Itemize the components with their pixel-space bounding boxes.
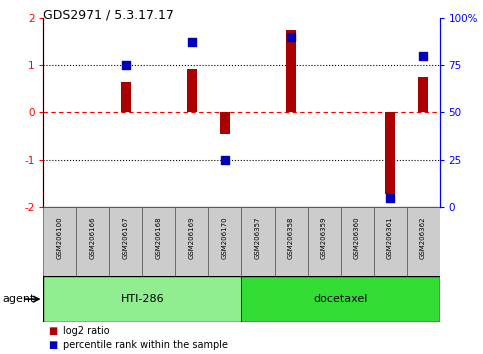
- Point: [287, 34, 295, 40]
- Point: [188, 40, 196, 45]
- Bar: [110, 207, 142, 276]
- Bar: [407, 207, 440, 276]
- Bar: [308, 207, 341, 276]
- Point: [386, 195, 394, 200]
- Text: ■: ■: [48, 326, 57, 336]
- Text: GSM206170: GSM206170: [222, 217, 228, 259]
- Text: GSM206357: GSM206357: [255, 217, 261, 259]
- Text: GDS2971 / 5.3.17.17: GDS2971 / 5.3.17.17: [43, 9, 174, 22]
- Bar: [43, 276, 242, 322]
- Bar: [43, 207, 76, 276]
- Text: GSM206168: GSM206168: [156, 217, 162, 259]
- Text: log2 ratio: log2 ratio: [63, 326, 110, 336]
- Bar: [385, 113, 395, 194]
- Bar: [274, 207, 308, 276]
- Text: GSM206362: GSM206362: [420, 217, 426, 259]
- Bar: [175, 207, 209, 276]
- Text: GSM206361: GSM206361: [387, 217, 393, 259]
- Text: docetaxel: docetaxel: [313, 294, 368, 304]
- Text: GSM206358: GSM206358: [288, 217, 294, 259]
- Bar: [76, 207, 110, 276]
- Text: GSM206166: GSM206166: [90, 217, 96, 259]
- Bar: [418, 77, 428, 113]
- Text: HTI-286: HTI-286: [121, 294, 164, 304]
- Text: GSM206360: GSM206360: [354, 217, 360, 259]
- Point: [221, 157, 229, 162]
- Bar: [121, 82, 131, 113]
- Point: [419, 53, 427, 58]
- Bar: [242, 207, 274, 276]
- Bar: [286, 29, 296, 113]
- Bar: [242, 276, 440, 322]
- Text: percentile rank within the sample: percentile rank within the sample: [63, 340, 228, 350]
- Point: [122, 62, 130, 68]
- Text: GSM206100: GSM206100: [57, 217, 63, 259]
- Bar: [341, 207, 373, 276]
- Text: agent: agent: [2, 294, 35, 304]
- Bar: [142, 207, 175, 276]
- Text: GSM206167: GSM206167: [123, 217, 129, 259]
- Bar: [209, 207, 242, 276]
- Bar: [187, 69, 197, 113]
- Bar: [373, 207, 407, 276]
- Bar: [220, 113, 230, 134]
- Text: GSM206359: GSM206359: [321, 217, 327, 259]
- Text: ■: ■: [48, 340, 57, 350]
- Text: GSM206169: GSM206169: [189, 217, 195, 259]
